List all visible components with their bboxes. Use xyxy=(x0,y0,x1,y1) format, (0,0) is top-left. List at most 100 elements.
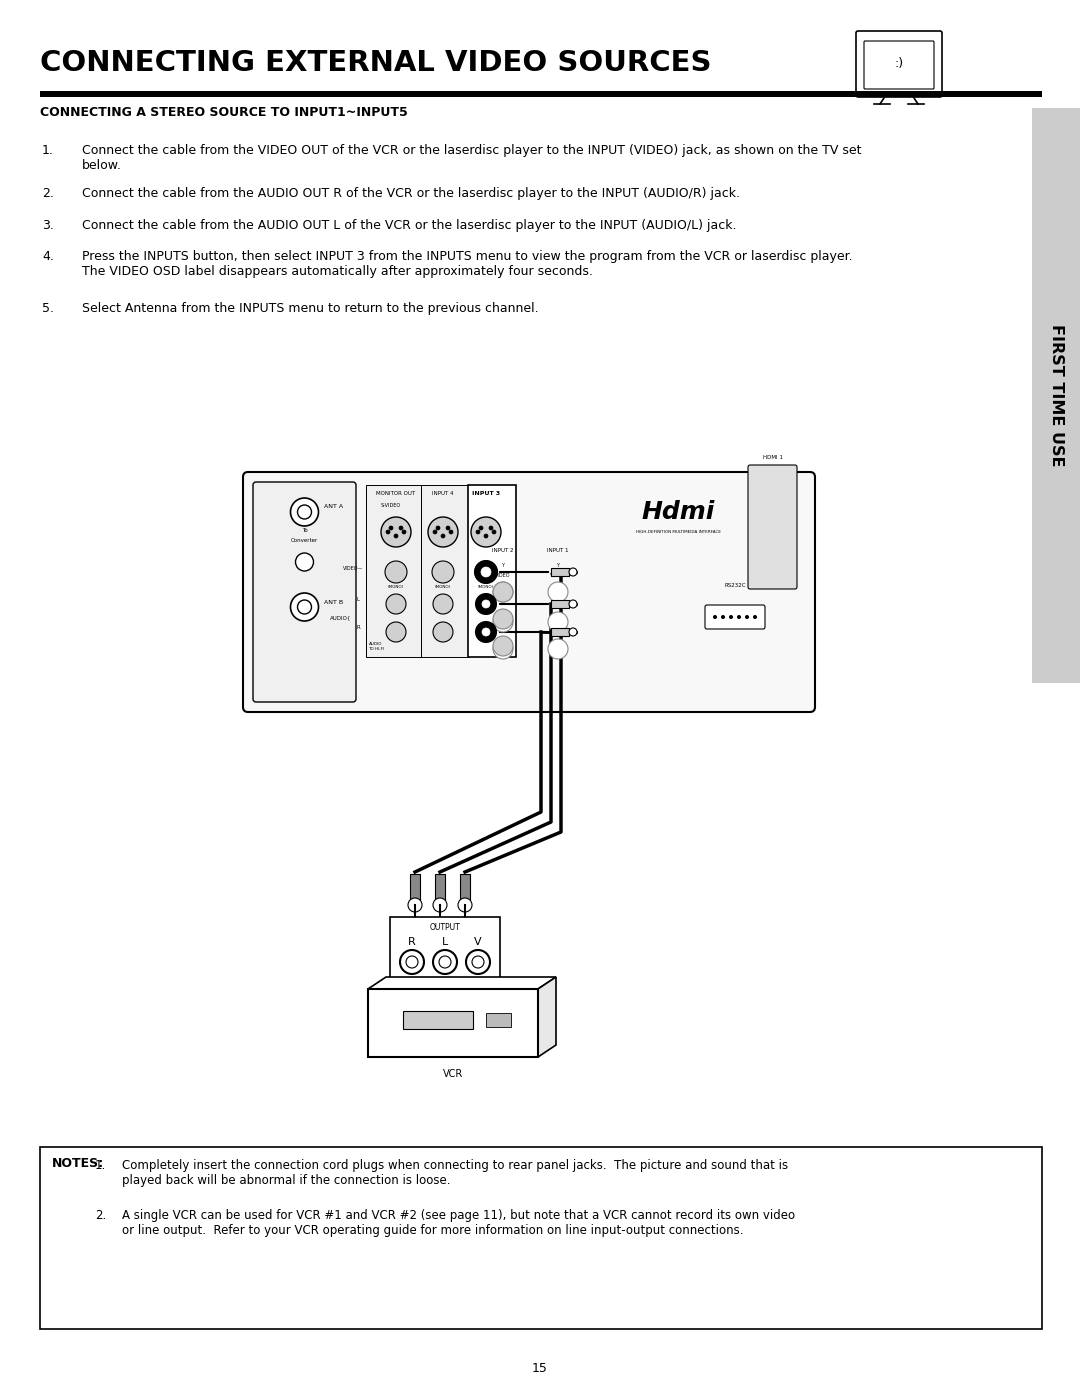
Circle shape xyxy=(297,504,311,520)
Circle shape xyxy=(389,527,393,529)
Text: OUTPUT: OUTPUT xyxy=(430,923,460,932)
Text: Converter: Converter xyxy=(291,538,319,543)
Bar xyxy=(40,91,1042,96)
FancyBboxPatch shape xyxy=(253,482,356,703)
Bar xyxy=(486,1013,511,1027)
Text: CONNECTING A STEREO SOURCE TO INPUT1~INPUT5: CONNECTING A STEREO SOURCE TO INPUT1~INP… xyxy=(40,106,408,119)
Circle shape xyxy=(384,562,407,583)
Circle shape xyxy=(569,599,577,608)
Text: VIDEO—: VIDEO— xyxy=(342,567,363,571)
Text: Y: Y xyxy=(556,563,559,569)
Circle shape xyxy=(482,599,490,608)
Text: 3.: 3. xyxy=(42,219,54,232)
Text: R: R xyxy=(356,624,360,630)
Text: L: L xyxy=(356,597,360,602)
Circle shape xyxy=(745,615,750,619)
Text: AUDIO{: AUDIO{ xyxy=(329,616,351,620)
Text: Select Antenna from the INPUTS menu to return to the previous channel.: Select Antenna from the INPUTS menu to r… xyxy=(82,302,539,314)
Circle shape xyxy=(394,534,399,538)
Circle shape xyxy=(492,583,513,602)
Circle shape xyxy=(297,599,311,615)
Text: Connect the cable from the VIDEO OUT of the VCR or the laserdisc player to the I: Connect the cable from the VIDEO OUT of … xyxy=(82,144,862,172)
Text: INPUT 3: INPUT 3 xyxy=(472,490,500,496)
Circle shape xyxy=(492,609,513,629)
Circle shape xyxy=(475,562,497,583)
Bar xyxy=(460,875,470,902)
Bar xyxy=(1032,108,1080,683)
Text: INPUT 1: INPUT 1 xyxy=(548,548,569,553)
Circle shape xyxy=(433,950,457,974)
Text: 15: 15 xyxy=(532,1362,548,1375)
Circle shape xyxy=(458,898,472,912)
Circle shape xyxy=(753,615,757,619)
Text: INPUT 4: INPUT 4 xyxy=(432,490,454,496)
Text: 2.: 2. xyxy=(95,1208,106,1222)
Text: Connect the cable from the AUDIO OUT R of the VCR or the laserdisc player to the: Connect the cable from the AUDIO OUT R o… xyxy=(82,187,740,200)
Bar xyxy=(390,916,500,982)
FancyBboxPatch shape xyxy=(243,472,815,712)
Circle shape xyxy=(713,615,717,619)
Circle shape xyxy=(480,527,483,529)
Text: (MONO): (MONO) xyxy=(435,585,451,590)
Bar xyxy=(40,1147,1042,1329)
Circle shape xyxy=(291,497,319,527)
Circle shape xyxy=(432,562,454,583)
Circle shape xyxy=(729,615,733,619)
Circle shape xyxy=(386,594,406,615)
Bar xyxy=(366,485,421,657)
Circle shape xyxy=(441,534,445,538)
Circle shape xyxy=(436,527,440,529)
FancyBboxPatch shape xyxy=(705,605,765,629)
Circle shape xyxy=(408,898,422,912)
Circle shape xyxy=(569,569,577,576)
Circle shape xyxy=(481,567,491,577)
Circle shape xyxy=(381,517,411,548)
Circle shape xyxy=(472,956,484,968)
Circle shape xyxy=(446,527,450,529)
Circle shape xyxy=(399,527,403,529)
Circle shape xyxy=(476,529,480,534)
Circle shape xyxy=(492,636,513,657)
Circle shape xyxy=(476,594,496,615)
Circle shape xyxy=(400,950,424,974)
Text: V: V xyxy=(474,937,482,947)
Text: :): :) xyxy=(894,57,904,70)
Bar xyxy=(551,569,569,576)
Text: Connect the cable from the AUDIO OUT L of the VCR or the laserdisc player to the: Connect the cable from the AUDIO OUT L o… xyxy=(82,219,737,232)
Circle shape xyxy=(721,615,725,619)
Text: R: R xyxy=(408,937,416,947)
Text: To: To xyxy=(301,528,308,534)
Circle shape xyxy=(296,553,313,571)
Circle shape xyxy=(386,529,390,534)
Bar xyxy=(435,875,445,902)
Polygon shape xyxy=(368,977,556,989)
Circle shape xyxy=(569,629,577,636)
Bar xyxy=(421,485,469,657)
Bar xyxy=(410,875,420,902)
Text: 1.: 1. xyxy=(95,1160,106,1172)
Bar xyxy=(551,629,569,636)
Text: S-VIDEO: S-VIDEO xyxy=(381,503,401,509)
Text: VIDEO: VIDEO xyxy=(496,573,511,578)
Text: RS232C: RS232C xyxy=(725,583,746,588)
Text: HDMI 1: HDMI 1 xyxy=(764,455,783,460)
Text: VCR: VCR xyxy=(443,1069,463,1078)
Text: VIDEO: VIDEO xyxy=(550,573,566,578)
Bar xyxy=(368,989,538,1058)
Bar xyxy=(468,485,516,657)
Circle shape xyxy=(482,629,490,636)
Text: HIGH-DEFINITION MULTIMEDIA INTERFACE: HIGH-DEFINITION MULTIMEDIA INTERFACE xyxy=(635,529,720,534)
Circle shape xyxy=(489,527,492,529)
Bar xyxy=(403,1011,473,1030)
Text: MONITOR OUT: MONITOR OUT xyxy=(377,490,416,496)
Circle shape xyxy=(492,612,513,631)
Circle shape xyxy=(548,638,568,659)
Text: 1.: 1. xyxy=(42,144,54,156)
Circle shape xyxy=(465,950,490,974)
Circle shape xyxy=(548,612,568,631)
Text: CONNECTING EXTERNAL VIDEO SOURCES: CONNECTING EXTERNAL VIDEO SOURCES xyxy=(40,49,712,77)
Circle shape xyxy=(428,517,458,548)
FancyBboxPatch shape xyxy=(856,31,942,96)
Circle shape xyxy=(492,583,513,602)
Text: Y: Y xyxy=(501,563,504,569)
